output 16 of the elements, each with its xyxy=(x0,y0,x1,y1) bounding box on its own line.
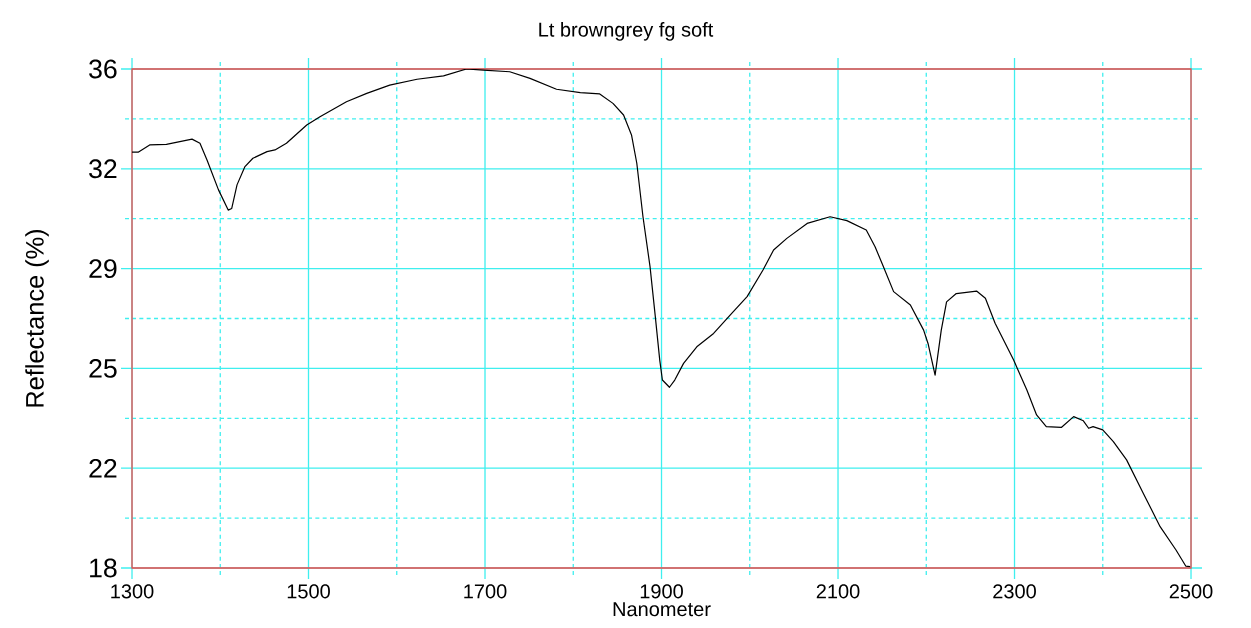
x-tick-label: 1500 xyxy=(287,584,330,599)
x-tick-label: 1700 xyxy=(464,584,507,599)
y-tick-label: 36 xyxy=(89,59,117,79)
x-tick-label: 1300 xyxy=(111,584,154,599)
y-tick-label: 18 xyxy=(90,558,117,578)
x-tick-label: 2100 xyxy=(816,584,860,599)
x-axis-title: Nanometer xyxy=(613,602,711,617)
chart-title: Lt browngrey fg soft xyxy=(539,22,714,41)
y-axis-title: Reflectance (%) xyxy=(25,230,49,407)
y-tick-label: 32 xyxy=(89,159,117,179)
x-tick-label: 2500 xyxy=(1169,584,1213,599)
x-tick-label: 2300 xyxy=(993,584,1036,599)
y-tick-label: 29 xyxy=(89,259,117,279)
x-tick-label: 1900 xyxy=(640,584,683,599)
y-tick-label: 22 xyxy=(89,458,117,478)
y-tick-label: 25 xyxy=(89,358,117,378)
